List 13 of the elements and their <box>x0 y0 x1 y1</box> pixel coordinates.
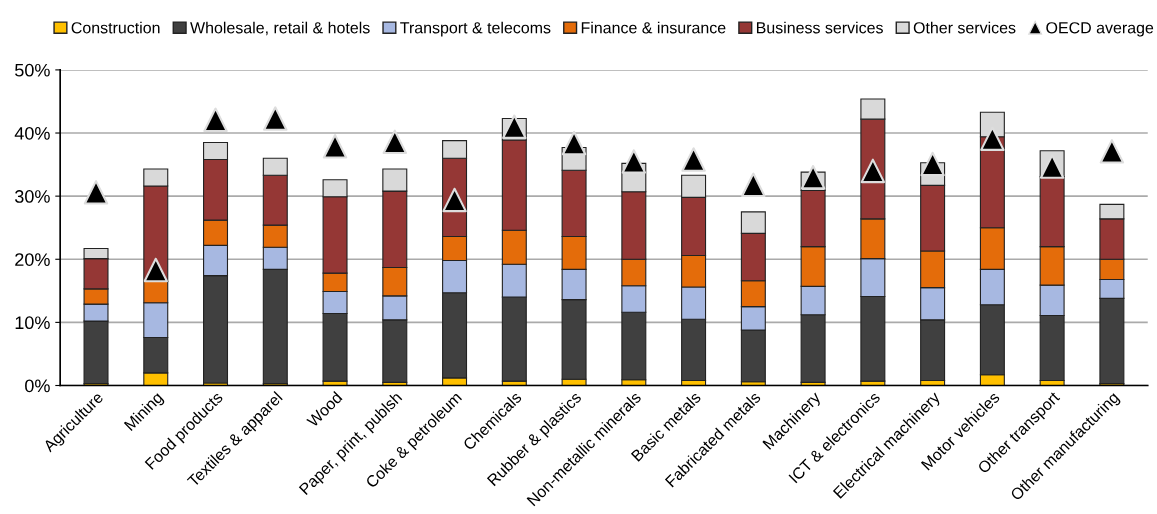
y-tick-label: 20% <box>15 253 50 266</box>
legend-label: Construction <box>71 21 160 34</box>
y-tick-label: 30% <box>14 190 50 203</box>
legend-label: Business services <box>756 21 883 34</box>
legend-label: Transport & telecoms <box>400 21 551 37</box>
y-tick-label: 10% <box>15 316 50 330</box>
legend-label: OECD average <box>1046 22 1154 37</box>
y-tick-label: 50% <box>15 63 50 77</box>
legend-label: Other services <box>913 21 1016 34</box>
legend-label: Finance & insurance <box>581 21 726 34</box>
y-tick-label: 0% <box>25 379 50 393</box>
y-tick-label: 40% <box>14 126 50 140</box>
legend-label: Wholesale, retail & hotels <box>190 21 370 36</box>
